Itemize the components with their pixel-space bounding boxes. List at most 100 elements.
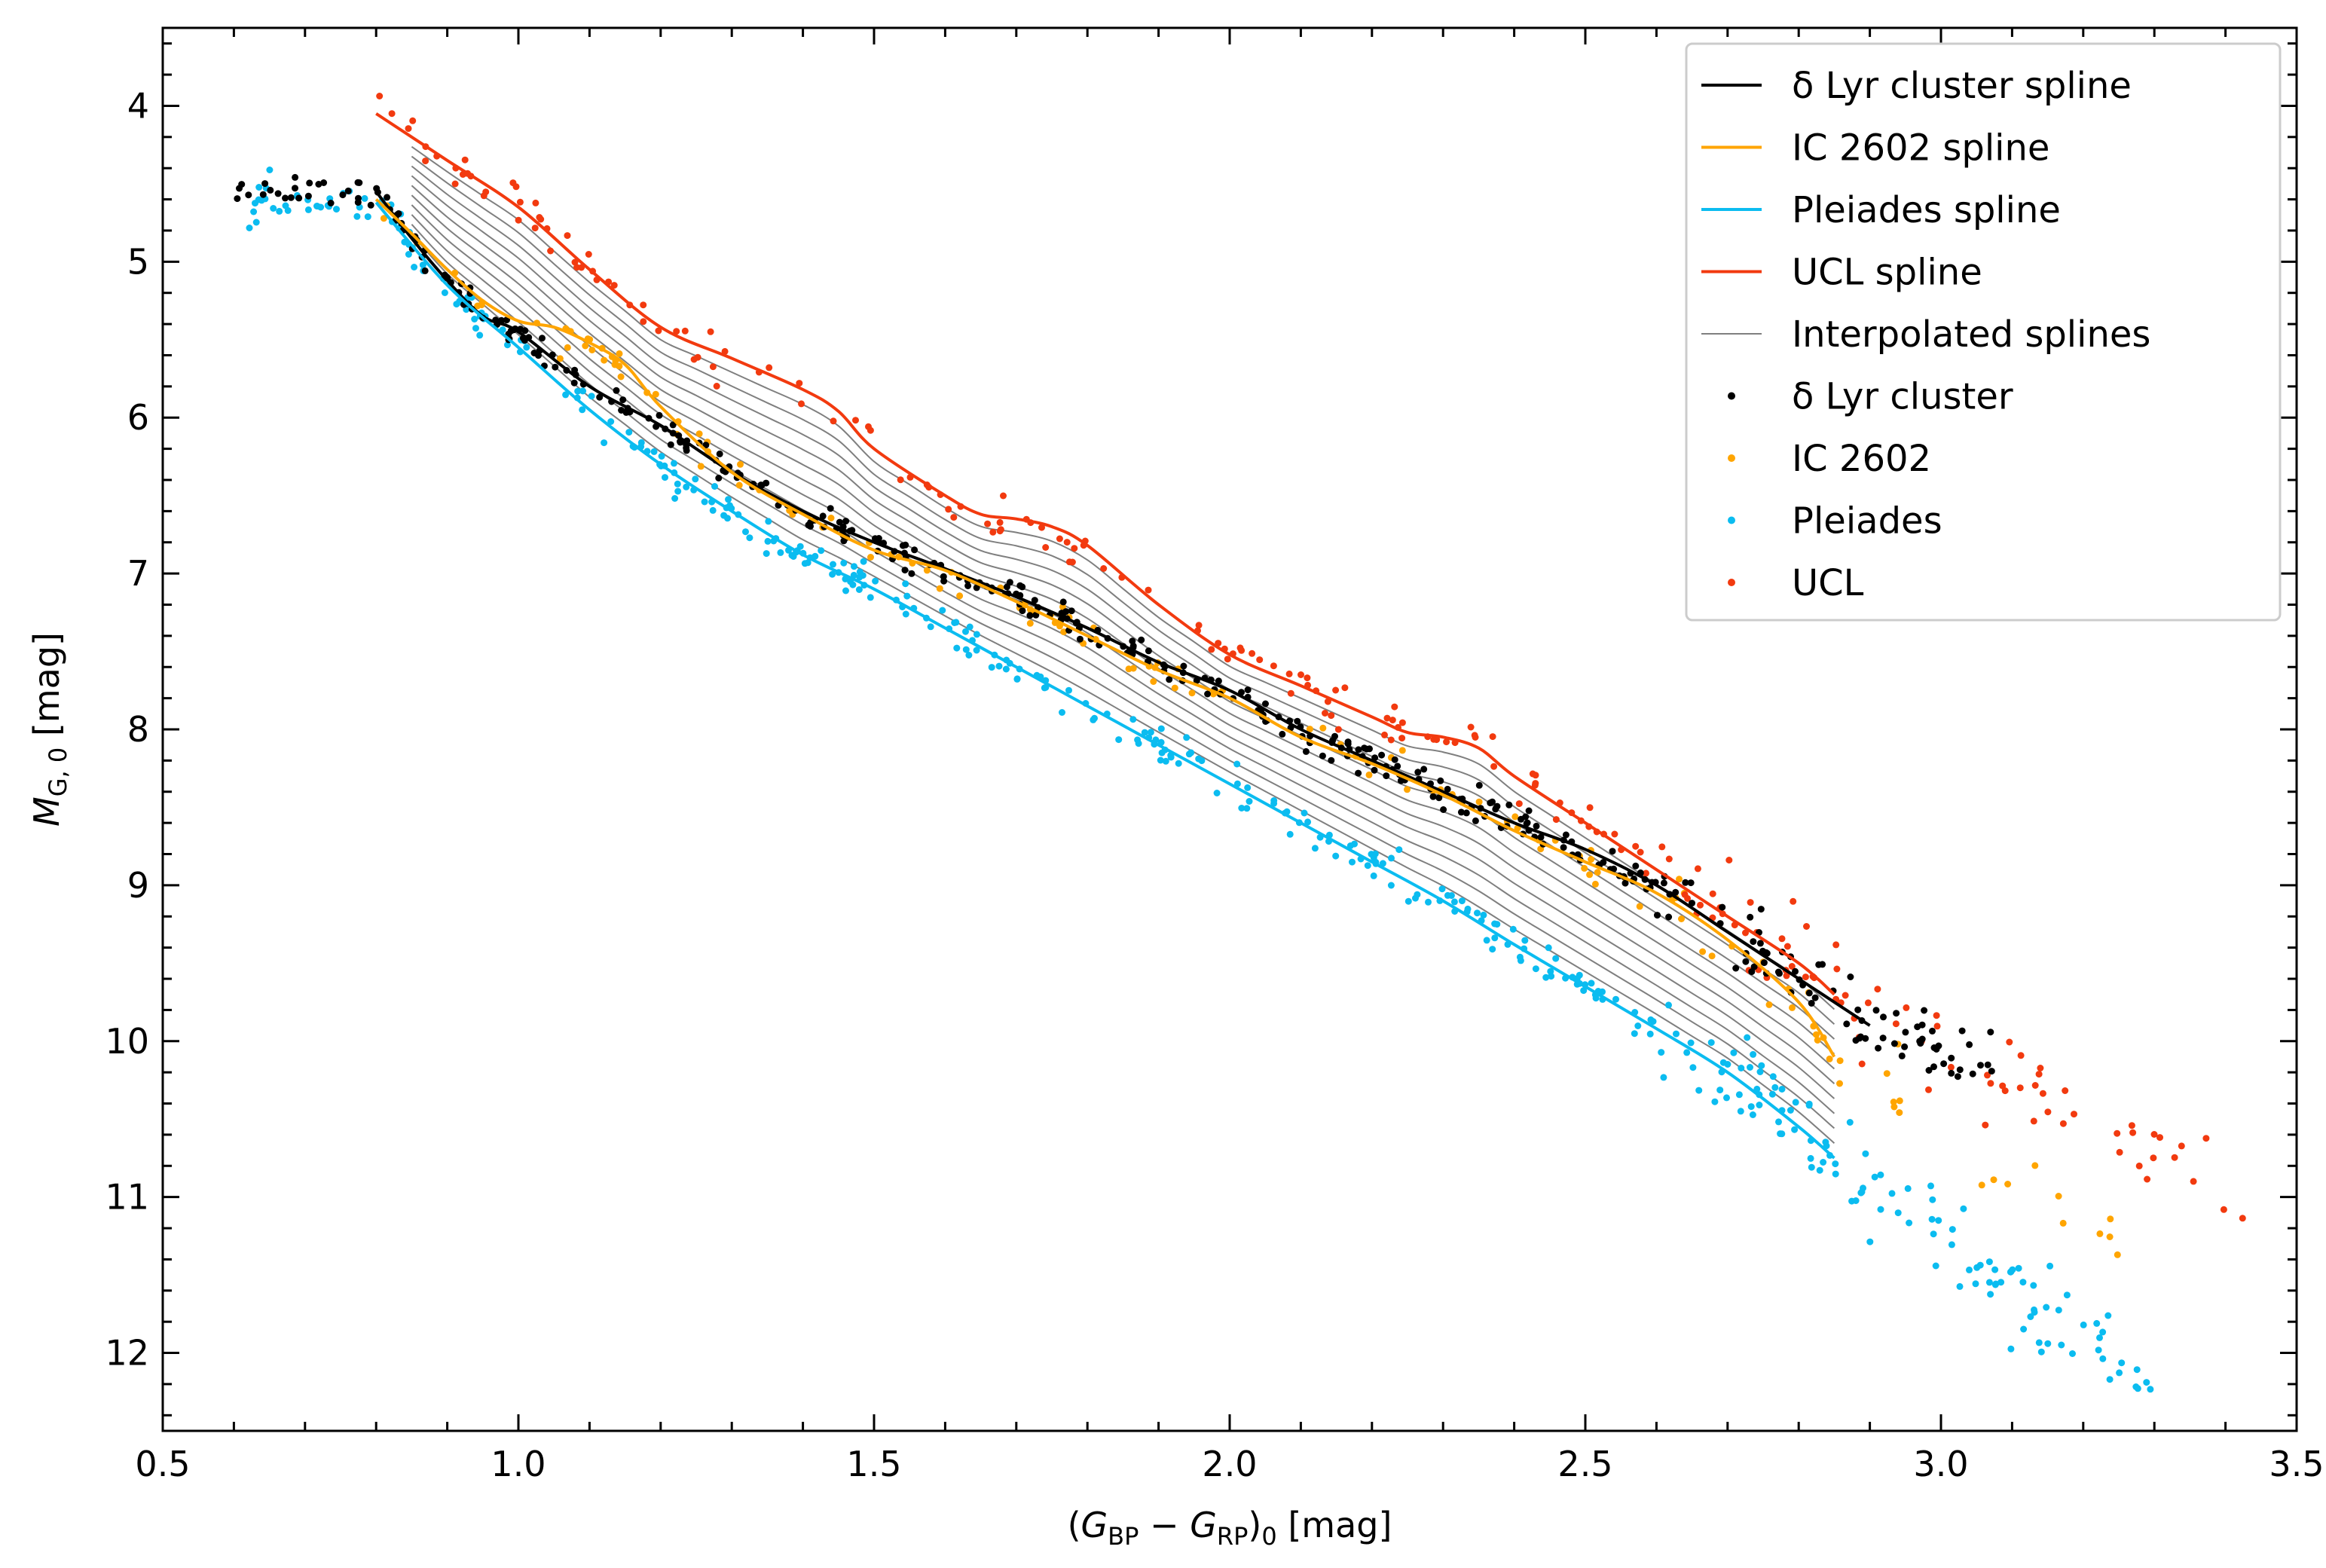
legend-label: IC 2602 xyxy=(1792,438,1931,480)
scatter-point xyxy=(658,453,665,460)
scatter-point xyxy=(601,356,608,364)
scatter-point xyxy=(1521,937,1529,944)
scatter-point xyxy=(2135,1162,2143,1169)
scatter-point xyxy=(531,225,539,232)
spline-line xyxy=(375,112,1835,996)
scatter-point xyxy=(1846,1119,1854,1126)
scatter-point xyxy=(1807,1154,1814,1162)
scatter-point xyxy=(2150,1154,2157,1162)
scatter-point xyxy=(2019,1279,2027,1286)
scatter-point xyxy=(989,528,997,536)
scatter-point xyxy=(2007,1345,2015,1353)
scatter-point xyxy=(588,393,595,400)
scatter-point xyxy=(1547,967,1554,975)
scatter-point xyxy=(354,199,362,206)
legend-label: UCL spline xyxy=(1792,252,1982,294)
scatter-point xyxy=(421,267,429,274)
scatter-point xyxy=(1756,1068,1764,1075)
scatter-point xyxy=(619,396,627,404)
scatter-point xyxy=(304,206,312,213)
scatter-point xyxy=(234,195,241,203)
scatter-point xyxy=(1355,769,1362,777)
scatter-point xyxy=(2239,1215,2246,1222)
scatter-point xyxy=(1394,763,1401,770)
scatter-point xyxy=(287,194,295,201)
scatter-point xyxy=(1948,1241,1955,1249)
scatter-point xyxy=(1398,735,1406,742)
scatter-point xyxy=(625,429,633,436)
scatter-point xyxy=(655,327,662,335)
scatter-point xyxy=(1475,781,1483,789)
scatter-point xyxy=(1517,957,1524,964)
scatter-point xyxy=(2099,1355,2107,1362)
scatter-point xyxy=(2080,1321,2087,1328)
scatter-point xyxy=(1472,817,1479,824)
scatter-point xyxy=(1371,766,1378,774)
x-tick-label: 3.5 xyxy=(2269,1444,2324,1484)
scatter-point xyxy=(1872,1007,1880,1014)
legend-item: IC 2602 xyxy=(1728,438,1931,480)
scatter-point xyxy=(1483,937,1490,944)
x-tick-label: 2.0 xyxy=(1202,1444,1257,1484)
scatter-point xyxy=(1778,1086,1786,1093)
scatter-point xyxy=(1890,1103,1898,1111)
scatter-point xyxy=(1458,897,1466,905)
scatter-point xyxy=(984,520,992,527)
scatter-point xyxy=(1792,967,1799,975)
scatter-point xyxy=(849,581,857,588)
scatter-point xyxy=(1429,793,1437,800)
scatter-point xyxy=(1864,999,1872,1007)
scatter-point xyxy=(766,364,773,371)
scatter-point xyxy=(405,125,412,133)
scatter-point xyxy=(547,247,555,255)
scatter-point xyxy=(1842,992,1849,999)
scatter-point xyxy=(1749,1111,1756,1118)
scatter-point xyxy=(950,514,958,521)
scatter-point xyxy=(1594,869,1601,876)
scatter-point xyxy=(1150,678,1157,685)
scatter-point xyxy=(282,194,289,202)
scatter-point xyxy=(616,350,623,357)
scatter-point xyxy=(1747,1103,1755,1111)
scatter-point xyxy=(1059,709,1065,716)
scatter-point xyxy=(476,332,484,339)
scatter-point xyxy=(384,194,391,201)
scatter-point xyxy=(1387,882,1395,889)
scatter-point xyxy=(652,390,659,398)
scatter-point xyxy=(1387,736,1395,744)
scatter-point xyxy=(607,418,615,425)
scatter-point xyxy=(1492,805,1499,813)
scatter-point xyxy=(2035,1339,2043,1346)
scatter-point xyxy=(1925,1086,1932,1093)
scatter-point xyxy=(516,198,524,206)
scatter-point xyxy=(1581,864,1588,872)
interpolated-spline xyxy=(411,224,1835,1129)
scatter-point xyxy=(1790,897,1797,905)
scatter-point xyxy=(1545,944,1552,952)
scatter-point xyxy=(1489,733,1496,741)
scatter-point xyxy=(1311,845,1319,852)
scatter-point xyxy=(2015,1264,2022,1272)
scatter-point xyxy=(2030,1117,2037,1125)
scatter-point xyxy=(952,619,960,626)
scatter-point xyxy=(1949,1226,1956,1233)
scatter-point xyxy=(1927,1182,1934,1190)
scatter-point xyxy=(1683,1049,1691,1056)
interpolated-spline xyxy=(411,145,1835,1010)
scatter-point xyxy=(1621,879,1629,887)
scatter-point xyxy=(1933,1012,1940,1019)
scatter-point xyxy=(1341,684,1349,692)
scatter-point xyxy=(908,570,915,577)
scatter-point xyxy=(471,316,478,322)
scatter-point xyxy=(1319,752,1326,760)
scatter-point xyxy=(1063,539,1071,546)
scatter-point xyxy=(2016,1084,2024,1092)
scatter-point xyxy=(1802,974,1809,981)
scatter-point xyxy=(295,194,303,202)
scatter-point xyxy=(1875,1044,1882,1052)
scatter-point xyxy=(1525,807,1533,815)
scatter-point xyxy=(1331,732,1338,740)
scatter-point xyxy=(1404,786,1411,793)
scatter-point xyxy=(1744,1034,1751,1041)
scatter-point xyxy=(1763,949,1771,957)
